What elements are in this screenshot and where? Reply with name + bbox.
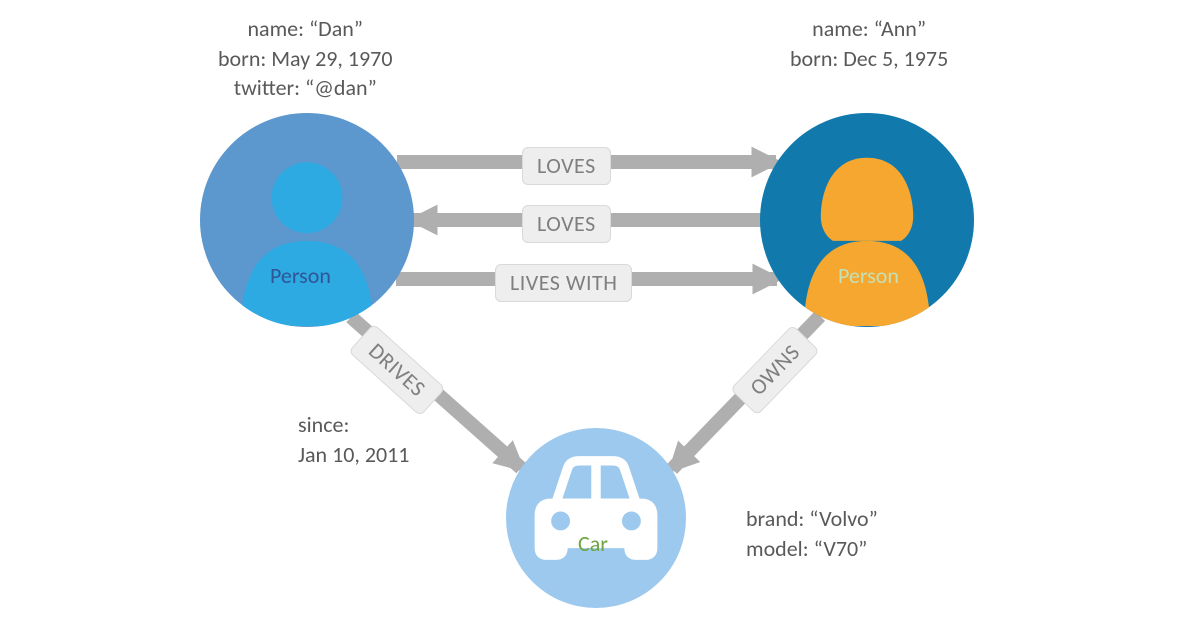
node-ann-properties: name: “Ann” born: Dec 5, 1975 (790, 14, 948, 73)
prop-line: name: “Dan” (218, 14, 393, 44)
node-ann-label: Person (838, 262, 899, 289)
prop-line: twitter: “@dan” (218, 73, 393, 103)
prop-line: born: May 29, 1970 (218, 44, 393, 74)
node-car-properties: brand: “Volvo” model: “V70” (746, 504, 878, 563)
graph-diagram: Person Person Car name: “Dan” born: May … (0, 0, 1200, 630)
prop-line: born: Dec 5, 1975 (790, 44, 948, 74)
node-dan-properties: name: “Dan” born: May 29, 1970 twitter: … (218, 14, 393, 103)
edge-label-loves-1: LOVES (522, 147, 611, 185)
prop-line: name: “Ann” (790, 14, 948, 44)
person-icon (790, 148, 944, 326)
node-dan-label: Person (270, 262, 331, 289)
prop-line: Jan 10, 2011 (298, 440, 409, 470)
prop-line: model: “V70” (746, 534, 878, 564)
edge-label-loves-2: LOVES (522, 205, 611, 243)
prop-line: since: (298, 410, 409, 440)
node-car-label: Car (578, 530, 608, 557)
prop-line: brand: “Volvo” (746, 504, 878, 534)
edge-drives-property: since: Jan 10, 2011 (298, 410, 409, 469)
person-icon (230, 148, 384, 326)
edge-label-liveswith: LIVES WITH (495, 264, 632, 302)
